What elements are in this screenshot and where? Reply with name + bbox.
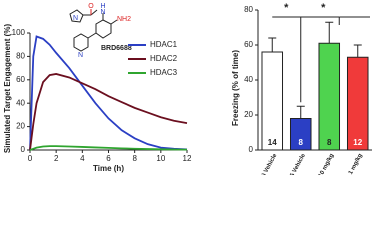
- x-tick-label: 6: [106, 154, 111, 163]
- x-tick-label: 8: [132, 154, 137, 163]
- x-tick-label: 0: [28, 154, 33, 163]
- y-tick-label: 100: [12, 28, 26, 37]
- significance: *: [321, 2, 326, 14]
- y-tick-label: 60: [244, 40, 253, 49]
- x-tick-label: 4: [80, 154, 85, 163]
- x-tick-label: 12: [183, 154, 192, 163]
- x-tick-label: CK-p25 Vehicle: [281, 152, 307, 175]
- atom-label: O: [88, 3, 94, 10]
- legend-label: HDAC1: [150, 40, 178, 49]
- atom-label: N: [78, 52, 83, 59]
- series-line: [29, 73, 188, 151]
- y-tick-label: 20: [244, 110, 253, 119]
- y-tick-label: 80: [244, 5, 253, 14]
- annotation: BRD6688: [101, 45, 132, 52]
- x-tick-label: 2: [54, 154, 59, 163]
- significance: *: [284, 2, 289, 14]
- legend-label: HDAC3: [150, 68, 178, 77]
- y-tick-label: 60: [16, 75, 25, 84]
- n-label: 8: [327, 138, 332, 147]
- bar: [289, 118, 312, 151]
- atom-label: N: [100, 9, 105, 16]
- y-tick-label: 0: [249, 145, 254, 154]
- series-line: [29, 35, 188, 151]
- y-tick-label: 40: [244, 75, 253, 84]
- molecule: [69, 9, 118, 52]
- series-line: [29, 145, 188, 151]
- n-label: 14: [268, 138, 277, 147]
- y-axis-label: Simulated Target Engagement (%): [3, 24, 12, 154]
- bar: [346, 56, 369, 151]
- legend-label: HDAC2: [150, 54, 178, 63]
- y-tick-label: 80: [16, 52, 25, 61]
- x-axis-label: Time (h): [93, 164, 124, 173]
- atom-label: NH2: [117, 16, 131, 23]
- bar: [318, 42, 341, 151]
- atom-label: N: [73, 15, 78, 22]
- bar: [261, 51, 284, 151]
- x-tick-label: 10: [156, 154, 165, 163]
- y-axis-label: Freezing (% of time): [231, 50, 240, 126]
- x-tick-label: Control (p25) Vehicle: [245, 152, 279, 175]
- n-label: 12: [353, 138, 362, 147]
- n-label: 8: [299, 138, 304, 147]
- y-tick-label: 0: [21, 145, 26, 154]
- y-tick-label: 20: [16, 122, 25, 131]
- atom-label: H: [100, 3, 105, 10]
- y-tick-label: 40: [16, 98, 25, 107]
